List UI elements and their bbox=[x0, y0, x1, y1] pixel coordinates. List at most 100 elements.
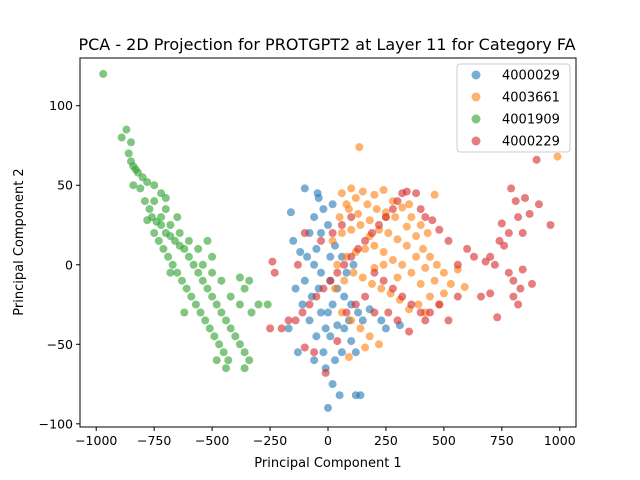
point-4001909-33 bbox=[217, 308, 226, 317]
point-4000029-37 bbox=[312, 244, 321, 253]
point-4000229-18 bbox=[518, 265, 527, 274]
point-4003661-10 bbox=[416, 221, 425, 229]
point-4000229-19 bbox=[516, 284, 525, 293]
point-4003661-35 bbox=[384, 229, 393, 237]
point-4001909-32 bbox=[212, 300, 221, 309]
point-4000229-71 bbox=[333, 337, 342, 346]
point-4000029-31 bbox=[328, 380, 337, 389]
point-4000229-8 bbox=[497, 219, 506, 228]
point-4003661-65 bbox=[347, 316, 356, 325]
point-4000029-8 bbox=[289, 236, 298, 245]
point-4000029-27 bbox=[351, 348, 360, 357]
point-4000229-40 bbox=[375, 221, 383, 229]
point-4001909-81 bbox=[161, 205, 170, 214]
legend: 4000029 4003661 4001909 4000229 bbox=[456, 63, 571, 153]
point-4000229-22 bbox=[486, 289, 495, 298]
point-4000229-51 bbox=[298, 308, 307, 317]
point-4001909-71 bbox=[247, 308, 256, 317]
point-4003661-58 bbox=[368, 279, 376, 288]
point-4003661-30 bbox=[337, 229, 346, 237]
point-4000029-35 bbox=[324, 403, 332, 412]
point-4003661-41 bbox=[439, 289, 448, 298]
point-4003661-45 bbox=[361, 244, 370, 253]
point-4000029-3 bbox=[314, 194, 323, 202]
series-4001909 bbox=[99, 69, 272, 373]
point-4000029-12 bbox=[317, 268, 325, 277]
series-4003661 bbox=[328, 143, 562, 361]
point-4003661-11 bbox=[423, 229, 432, 237]
point-4000029-11 bbox=[310, 260, 319, 269]
point-4000229-57 bbox=[266, 324, 275, 333]
point-4001909-54 bbox=[210, 332, 219, 341]
point-4000229-2 bbox=[521, 194, 529, 202]
point-4000029-36 bbox=[300, 276, 309, 285]
y-axis-ticks: −100 −50 0 50 100 bbox=[39, 98, 80, 431]
point-4001909-53 bbox=[205, 324, 214, 333]
point-4000029-18 bbox=[291, 284, 300, 293]
point-4000229-70 bbox=[300, 343, 309, 352]
point-4003661-59 bbox=[377, 284, 386, 293]
point-4003661-32 bbox=[356, 221, 365, 229]
point-4000029-23 bbox=[326, 332, 335, 341]
point-4003661-12 bbox=[430, 190, 439, 199]
point-4000029-46 bbox=[324, 308, 332, 317]
legend-marker-4000229 bbox=[471, 136, 481, 146]
point-4001909-2 bbox=[127, 138, 135, 147]
point-4000229-36 bbox=[398, 189, 407, 198]
point-4001909-78 bbox=[208, 268, 217, 277]
point-4000229-41 bbox=[368, 229, 376, 237]
point-4000229-31 bbox=[428, 216, 437, 225]
point-4000229-45 bbox=[340, 260, 349, 269]
series-4000229 bbox=[266, 155, 555, 377]
point-4003661-4 bbox=[358, 187, 367, 196]
point-4000029-6 bbox=[328, 200, 337, 209]
point-4000229-21 bbox=[514, 300, 523, 309]
point-4001909-48 bbox=[182, 284, 191, 293]
point-4000229-37 bbox=[393, 197, 402, 206]
point-4000029-39 bbox=[324, 221, 332, 229]
point-4000229-79 bbox=[421, 316, 430, 325]
x-axis-label: Principal Component 1 bbox=[254, 456, 401, 471]
point-4003661-24 bbox=[432, 260, 441, 269]
point-4000029-19 bbox=[298, 300, 307, 309]
point-4000229-81 bbox=[328, 229, 337, 237]
point-4000029-49 bbox=[337, 348, 346, 357]
point-4000029-4 bbox=[310, 213, 319, 222]
point-4003661-6 bbox=[379, 186, 388, 194]
point-4000229-80 bbox=[317, 236, 325, 245]
point-4000029-32 bbox=[335, 391, 344, 400]
point-4003661-72 bbox=[393, 273, 402, 282]
point-4003661-16 bbox=[363, 200, 372, 209]
point-4001909-49 bbox=[187, 292, 196, 301]
point-4001909-16 bbox=[140, 197, 149, 206]
point-4000229-11 bbox=[500, 241, 509, 250]
point-4000229-9 bbox=[504, 229, 513, 237]
y-tick-label: −100 bbox=[39, 416, 73, 431]
point-4000229-74 bbox=[361, 292, 370, 301]
point-4001909-66 bbox=[203, 236, 212, 245]
x-tick-label: −1000 bbox=[75, 433, 117, 448]
point-4001909-34 bbox=[222, 316, 230, 325]
point-4001909-36 bbox=[231, 332, 240, 341]
point-4000229-65 bbox=[435, 300, 444, 309]
point-4000029-9 bbox=[296, 248, 305, 256]
point-4003661-33 bbox=[365, 216, 374, 225]
point-4000029-17 bbox=[354, 308, 363, 317]
point-4000229-62 bbox=[407, 300, 416, 309]
point-4003661-63 bbox=[414, 300, 423, 309]
point-4001909-14 bbox=[129, 181, 138, 190]
point-4001909-10 bbox=[143, 178, 152, 187]
point-4000229-72 bbox=[342, 308, 351, 317]
point-4003661-42 bbox=[333, 260, 342, 269]
point-4000229-32 bbox=[421, 213, 430, 222]
legend-marker-4001909 bbox=[471, 114, 481, 124]
point-4003661-75 bbox=[405, 200, 414, 209]
point-4000029-44 bbox=[284, 324, 293, 333]
point-4000229-44 bbox=[347, 252, 356, 261]
point-4000029-47 bbox=[328, 300, 337, 309]
point-4001909-82 bbox=[150, 197, 159, 206]
point-4001909-47 bbox=[178, 276, 186, 285]
point-4003661-49 bbox=[398, 260, 407, 269]
point-4001909-31 bbox=[208, 292, 217, 301]
point-4003661-21 bbox=[412, 232, 421, 241]
